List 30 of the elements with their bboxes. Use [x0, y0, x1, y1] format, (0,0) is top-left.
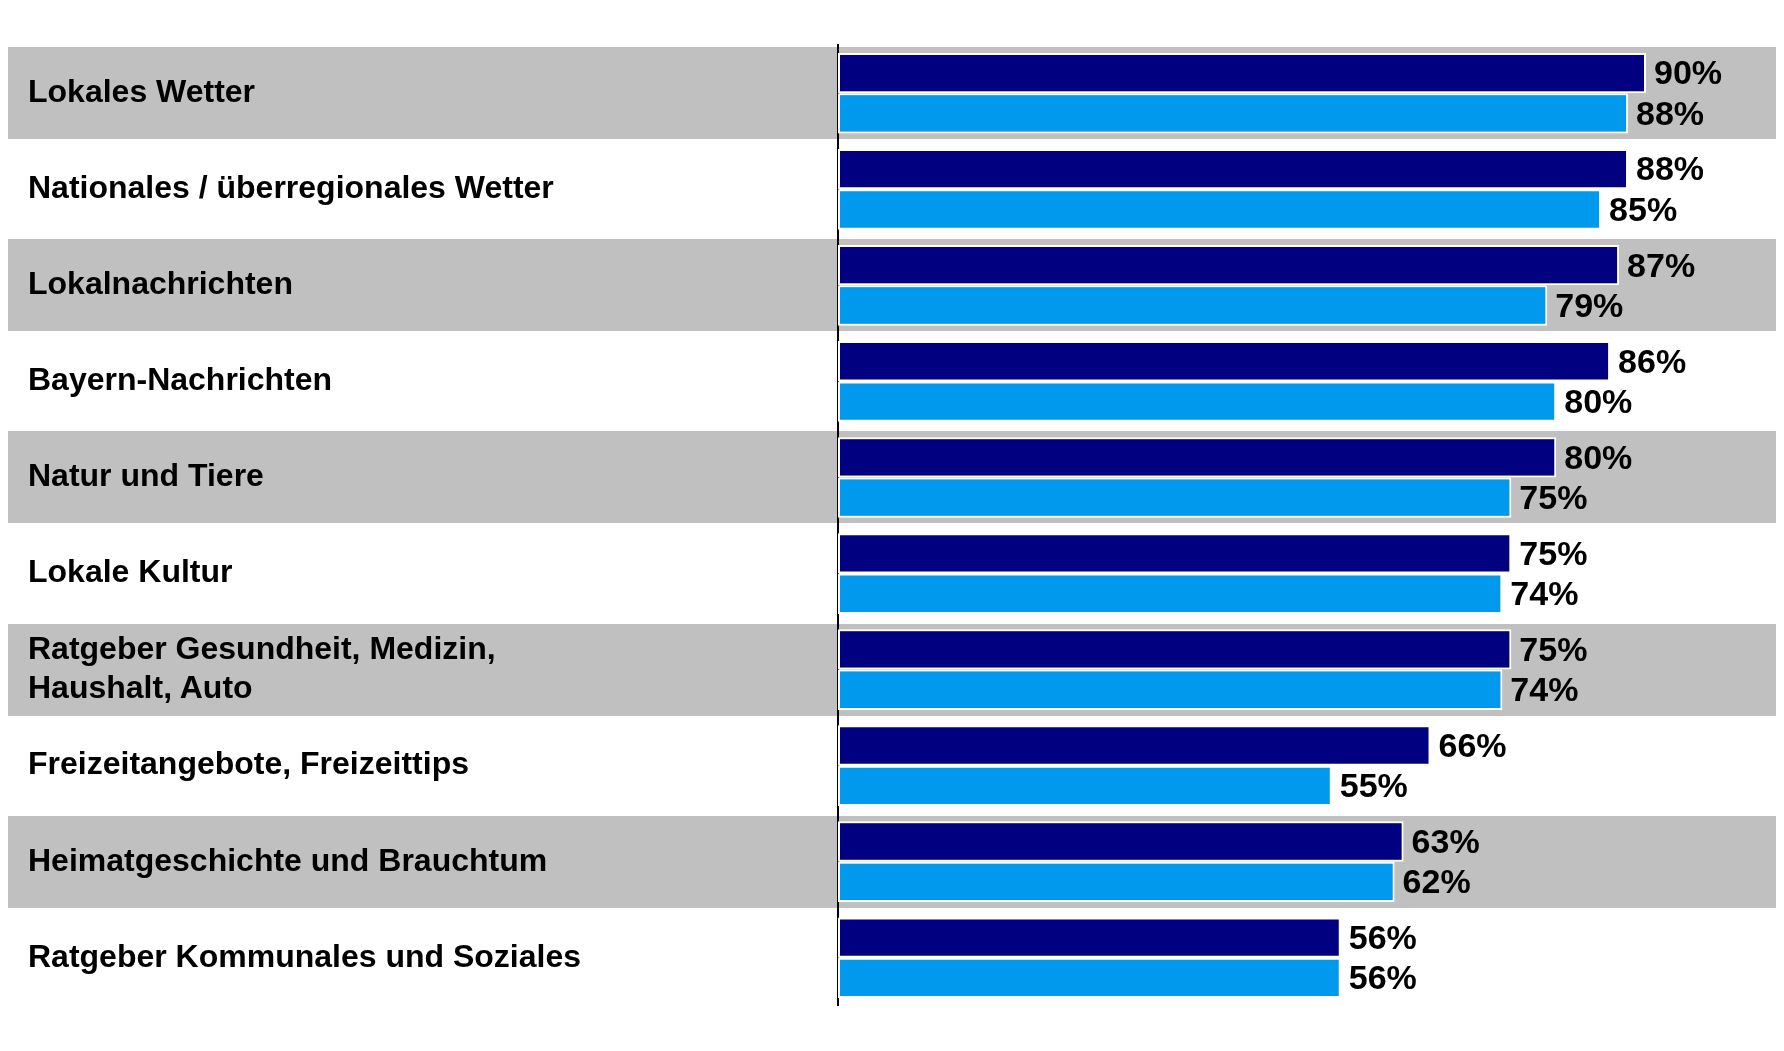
data-label: 90%: [1654, 53, 1723, 92]
data-label: 66%: [1438, 725, 1507, 764]
data-label: 63%: [1411, 821, 1480, 860]
data-label: 56%: [1348, 958, 1417, 997]
data-label: 88%: [1636, 149, 1705, 188]
data-label: 75%: [1519, 629, 1588, 668]
data-label: 80%: [1564, 437, 1633, 476]
y-tick-label: Freizeitangebote, Freizeittips: [28, 745, 469, 782]
data-label: 55%: [1339, 766, 1408, 805]
y-tick-label: Natur und Tiere: [28, 457, 264, 494]
y-tick-label: Ratgeber Kommunales und Soziales: [28, 937, 582, 974]
data-label: 88%: [1636, 93, 1705, 132]
data-label: 74%: [1510, 670, 1579, 709]
y-tick-label: Heimatgeschichte und Brauchtum: [28, 841, 548, 878]
data-label: 74%: [1510, 574, 1579, 613]
data-label: 79%: [1555, 285, 1624, 324]
y-tick-label: Lokales Wetter: [28, 73, 256, 110]
data-label: 87%: [1627, 245, 1696, 284]
y-tick-label: Nationales / überregionales Wetter: [28, 169, 554, 206]
data-label: 86%: [1618, 341, 1687, 380]
data-label: 85%: [1609, 189, 1678, 228]
data-label: 62%: [1402, 862, 1471, 901]
y-tick-label: Lokalnachrichten: [28, 265, 293, 302]
data-label: 75%: [1519, 533, 1588, 572]
y-tick-label: Bayern-Nachrichten: [28, 361, 333, 398]
data-label: 80%: [1564, 381, 1633, 420]
y-tick-label: Ratgeber Gesundheit, Medizin, Haushalt, Auto: [28, 630, 496, 705]
data-label: 75%: [1519, 478, 1588, 517]
data-label: 56%: [1348, 917, 1417, 956]
y-tick-label: Lokale Kultur: [28, 553, 233, 590]
